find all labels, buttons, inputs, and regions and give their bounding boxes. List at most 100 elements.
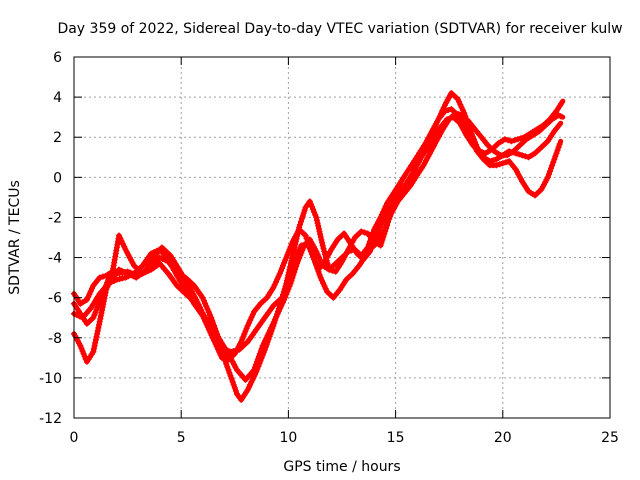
data-point (294, 253, 300, 260)
data-point (378, 239, 385, 246)
data-point (99, 273, 106, 280)
data-point (508, 138, 515, 145)
data-point (300, 210, 307, 217)
x-tick-label: 15 (387, 430, 405, 446)
data-point (248, 314, 255, 321)
data-point (522, 153, 529, 160)
data-point (511, 137, 518, 144)
data-point (365, 241, 372, 248)
data-point (279, 265, 285, 272)
x-tick-label: 0 (70, 430, 79, 446)
data-point (317, 274, 324, 281)
data-point (444, 116, 451, 123)
data-point (92, 339, 99, 346)
data-point (85, 293, 92, 300)
data-point (377, 242, 384, 249)
data-point (256, 350, 263, 357)
data-point (199, 294, 206, 301)
data-point (545, 171, 552, 178)
data-point (119, 275, 126, 282)
data-point (505, 137, 512, 144)
data-point (274, 310, 281, 317)
data-point (458, 104, 465, 111)
data-point (285, 278, 292, 285)
data-point (122, 274, 129, 281)
data-point (479, 149, 486, 156)
data-point (314, 251, 321, 258)
data-point (554, 147, 561, 154)
data-point (90, 314, 97, 321)
data-point (375, 226, 382, 233)
x-axis-label: GPS time / hours (283, 459, 400, 475)
data-point (209, 335, 216, 342)
data-point (217, 352, 224, 358)
data-point (268, 324, 275, 331)
data-point (377, 214, 384, 221)
series-trace (71, 90, 564, 403)
data-point (277, 305, 284, 312)
y-tick-label: -4 (48, 251, 62, 267)
data-point (320, 280, 327, 287)
data-point (270, 319, 277, 326)
data-point (226, 369, 233, 376)
data-point (290, 261, 297, 268)
data-point (284, 251, 291, 258)
data-point (239, 336, 246, 343)
data-point (276, 270, 283, 277)
data-point (288, 270, 295, 276)
data-point (456, 98, 463, 105)
data-point (272, 316, 279, 323)
data-point (518, 135, 524, 142)
data-point (285, 249, 292, 256)
y-tick-label: 2 (53, 130, 62, 146)
data-point (208, 332, 215, 339)
data-point (200, 297, 207, 304)
data-point (445, 107, 452, 114)
data-point (243, 325, 250, 332)
data-point (251, 366, 258, 373)
data-point (216, 349, 223, 356)
data-point (455, 111, 462, 118)
data-point (544, 174, 551, 181)
data-point (254, 356, 261, 363)
data-point (238, 338, 245, 345)
data-point (301, 207, 308, 214)
data-point (329, 267, 336, 274)
data-point (117, 235, 124, 242)
data-point (252, 364, 258, 371)
data-point (247, 317, 254, 324)
data-point (372, 235, 379, 242)
data-point (77, 342, 84, 349)
data-point (386, 215, 393, 222)
data-point (457, 101, 464, 108)
data-point (224, 347, 231, 354)
data-point (459, 107, 466, 114)
data-point (93, 333, 100, 340)
data-point (286, 275, 293, 282)
data-point (81, 353, 88, 360)
data-point (383, 223, 389, 230)
y-tick-label: 0 (53, 170, 62, 186)
data-point (381, 226, 388, 233)
data-point (547, 168, 553, 175)
data-point (281, 289, 288, 296)
data-point (292, 255, 299, 262)
data-point (366, 238, 373, 245)
data-point (273, 279, 279, 285)
data-point (230, 381, 237, 388)
data-point (118, 238, 125, 245)
data-point (318, 277, 325, 284)
data-point (224, 363, 231, 370)
data-point (322, 285, 329, 292)
data-point (452, 110, 459, 117)
data-point (92, 309, 99, 316)
data-point (551, 156, 558, 163)
data-point (87, 288, 94, 295)
data-point (287, 272, 294, 279)
x-tick-label: 25 (601, 430, 619, 446)
data-point (121, 243, 128, 250)
data-point (89, 285, 95, 292)
data-point (501, 136, 508, 143)
data-point (377, 224, 384, 231)
x-tick-label: 10 (279, 430, 297, 446)
